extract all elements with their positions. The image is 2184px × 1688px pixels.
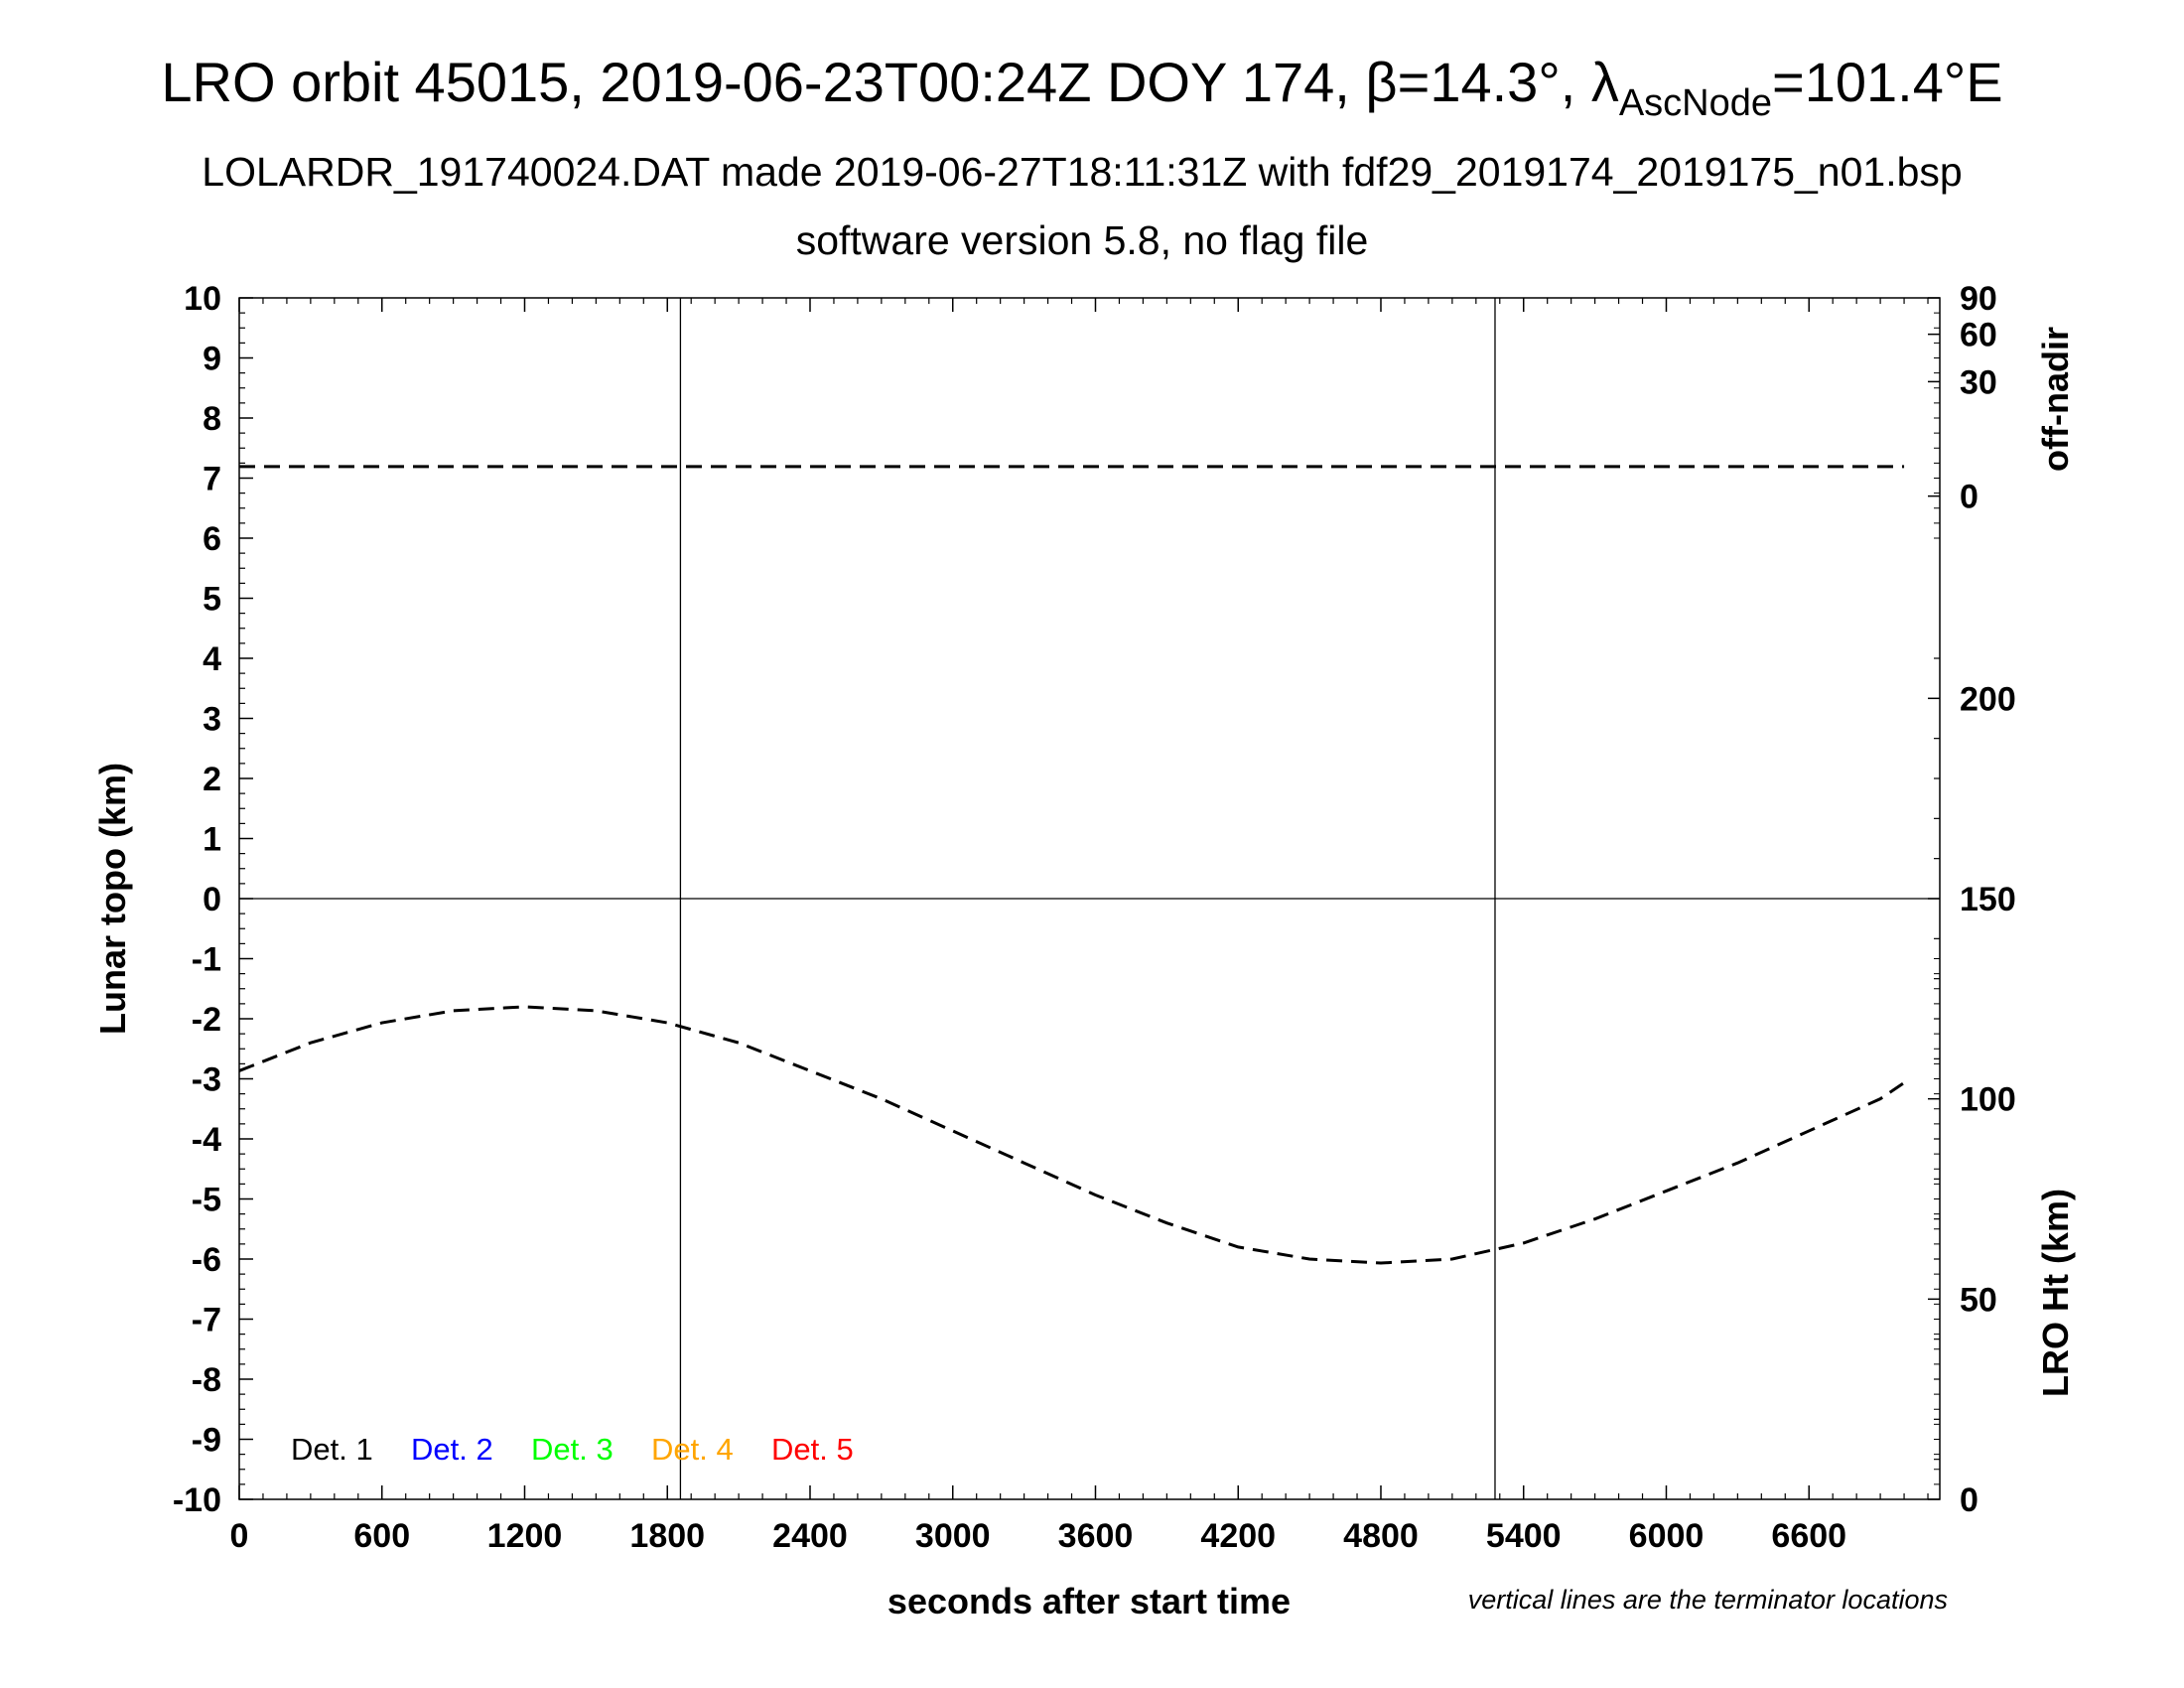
series-layer <box>238 465 1905 1265</box>
grid-layer <box>239 298 1940 1499</box>
y-tick-label: 9 <box>203 341 221 378</box>
terminator-note: vertical lines are the terminator locati… <box>1468 1585 1948 1615</box>
legend: Det. 1 Det. 2 Det. 3 Det. 4 Det. 5 <box>291 1432 854 1467</box>
x-tick-label: 600 <box>353 1517 410 1555</box>
y-axis-label: Lunar topo (km) <box>92 763 133 1035</box>
chart-subtitle-2: software version 5.8, no flag file <box>796 217 1369 263</box>
labels-layer: 0 600 1200 1800 2400 3000 3600 4200 4800 5400 6000… <box>173 280 2016 1555</box>
x-tick-label: 6600 <box>1771 1517 1846 1555</box>
lro-ht-tick-label: 100 <box>1960 1081 2016 1119</box>
y-tick-label: -6 <box>192 1241 221 1279</box>
chart-title-prefix: LRO orbit 45015, 2019-06-23T00:24Z DOY 1… <box>161 51 1618 113</box>
y-tick-label: 8 <box>203 400 221 438</box>
x-tick-label: 0 <box>230 1517 249 1555</box>
series-line-lro-ht <box>238 1005 1905 1265</box>
lro-ht-tick-label: 50 <box>1960 1281 1997 1319</box>
off-nadir-tick-label: 60 <box>1960 317 1997 354</box>
y-tick-label: 0 <box>203 881 221 918</box>
y-tick-label: -8 <box>192 1361 221 1399</box>
legend-entry: Det. 4 <box>651 1432 734 1467</box>
chart-title: LRO orbit 45015, 2019-06-23T00:24Z DOY 1… <box>161 51 2002 124</box>
y-tick-label: 1 <box>203 821 221 859</box>
x-tick-label: 2400 <box>772 1517 848 1555</box>
legend-entry: Det. 1 <box>291 1432 373 1467</box>
y-tick-label: 7 <box>203 461 221 498</box>
y-tick-label: -5 <box>192 1182 221 1219</box>
x-tick-label: 3000 <box>915 1517 991 1555</box>
legend-entry: Det. 2 <box>411 1432 493 1467</box>
x-tick-label: 5400 <box>1486 1517 1562 1555</box>
lro-ht-tick-label: 150 <box>1960 881 2016 918</box>
y-tick-label: -1 <box>192 941 221 979</box>
y-tick-label: 10 <box>184 280 221 318</box>
y-tick-label: -4 <box>192 1121 221 1159</box>
chart-title-subscript: AscNode <box>1619 82 1772 124</box>
y-tick-label: -3 <box>192 1061 221 1099</box>
x-tick-label: 3600 <box>1058 1517 1134 1555</box>
x-tick-label: 1800 <box>629 1517 705 1555</box>
y-tick-label: 2 <box>203 761 221 798</box>
ticks-layer <box>238 297 1940 1500</box>
y-tick-label: -2 <box>192 1001 221 1039</box>
off-nadir-tick-label: 90 <box>1960 280 1997 318</box>
x-tick-label: 4200 <box>1200 1517 1276 1555</box>
off-nadir-tick-label: 30 <box>1960 363 1997 401</box>
x-tick-label: 6000 <box>1629 1517 1705 1555</box>
chart-title-suffix: =101.4°E <box>1772 51 2003 113</box>
off-nadir-tick-label: 0 <box>1960 479 1979 516</box>
x-axis-label: seconds after start time <box>887 1581 1291 1621</box>
y-tick-label: 6 <box>203 520 221 558</box>
lro-ht-tick-label: 200 <box>1960 680 2016 718</box>
x-tick-label: 1200 <box>487 1517 563 1555</box>
x-tick-label: 4800 <box>1343 1517 1419 1555</box>
y-tick-label: -9 <box>192 1422 221 1460</box>
lro-ht-tick-label: 0 <box>1960 1481 1979 1519</box>
right-axis-top-label: off-nadir <box>2035 327 2076 472</box>
legend-entry: Det. 5 <box>771 1432 854 1467</box>
y-tick-label: 5 <box>203 581 221 619</box>
y-tick-label: 4 <box>203 640 221 678</box>
legend-entry: Det. 3 <box>531 1432 614 1467</box>
y-tick-label: -10 <box>173 1481 221 1519</box>
chart-subtitle: LOLARDR_191740024.DAT made 2019-06-27T18… <box>202 149 1962 195</box>
y-tick-label: -7 <box>192 1302 221 1339</box>
right-axis-bottom-label: LRO Ht (km) <box>2035 1189 2076 1397</box>
y-tick-label: 3 <box>203 701 221 739</box>
